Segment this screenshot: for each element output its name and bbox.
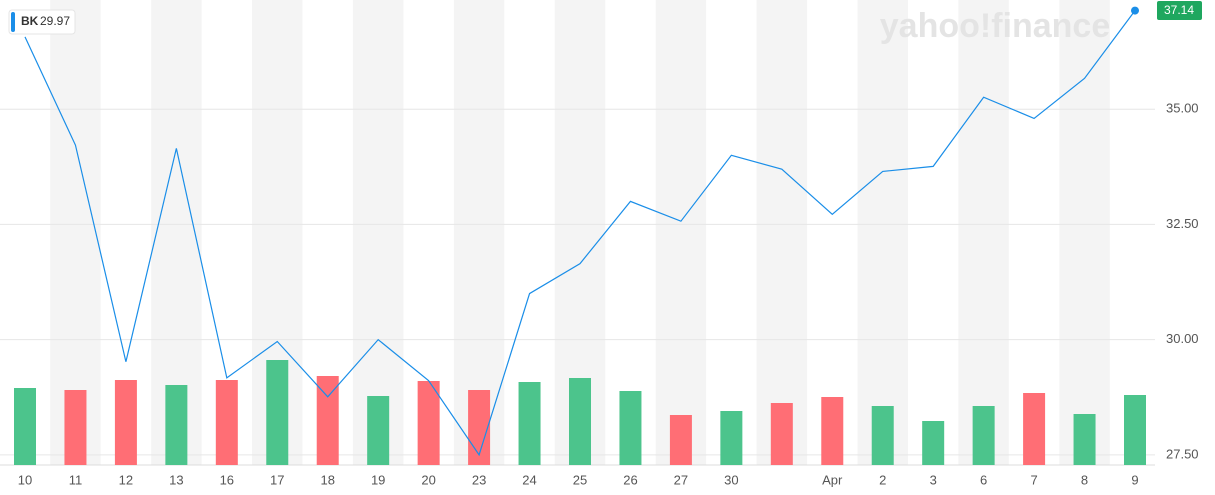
stripe [50,0,101,465]
x-tick-label: 25 [573,472,587,487]
volume-bar [316,376,339,465]
x-tick-label: Apr [822,472,843,487]
volume-bar [165,385,188,465]
y-tick-label: 30.00 [1166,331,1199,346]
x-tick-label: 16 [220,472,234,487]
x-tick-label: 19 [371,472,385,487]
volume-bar [64,390,87,465]
x-tick-label: 6 [980,472,987,487]
last-price-tag [1157,1,1202,20]
x-tick-label: 18 [320,472,334,487]
volume-bar [14,388,36,465]
volume-bar [266,360,289,465]
legend-box [8,9,76,35]
x-tick-label: 24 [522,472,536,487]
x-tick-label: 27 [674,472,688,487]
volume-bar [1124,395,1146,465]
x-tick-label: 30 [724,472,738,487]
volume-bar [821,397,844,465]
volume-bar [114,380,137,465]
x-tick-label: 23 [472,472,486,487]
x-tick-label: 12 [119,472,133,487]
x-tick-label: 10 [18,472,32,487]
x-tick-label: 7 [1030,472,1037,487]
volume-bar [669,415,692,465]
x-tick-label: 26 [623,472,637,487]
x-tick-label: 20 [421,472,435,487]
volume-bar [518,382,541,465]
legend-name: BK [21,14,39,28]
volume-bar [972,406,995,465]
legend-swatch [11,12,15,32]
volume-bar [367,396,390,465]
stripe [352,0,404,465]
stripe [958,0,1009,465]
stripe [1059,0,1110,465]
volume-bar [720,411,743,465]
volume-bar [770,403,793,465]
volume-bar [1023,393,1046,465]
y-tick-label: 27.50 [1166,446,1199,461]
x-tick-label: 13 [169,472,183,487]
stripe [756,0,808,465]
volume-bar [871,406,894,465]
last-point [1131,6,1139,15]
x-tick-label: 11 [69,472,83,487]
volume-bar [569,378,591,465]
y-tick-label: 35.00 [1166,101,1199,116]
volume-bar [922,421,945,465]
last-price-label: 37.14 [1164,3,1194,17]
stripe [453,0,505,465]
volume-bar [417,381,440,465]
price-line [24,10,1136,457]
x-tick-label: 2 [879,472,886,487]
y-tick-label: 32.50 [1166,216,1199,231]
x-tick-label: 8 [1081,472,1088,487]
watermark: yahoo!finance [880,7,1110,45]
x-tick-label: 3 [930,472,937,487]
volume-bar [619,391,642,465]
stripe [857,0,908,465]
volume-bar [1073,414,1096,465]
stripe [655,0,707,465]
volume-bar [215,380,238,465]
x-tick-label: 17 [270,472,284,487]
legend-value: 29.97 [40,14,70,28]
x-tick-label: 9 [1131,472,1138,487]
